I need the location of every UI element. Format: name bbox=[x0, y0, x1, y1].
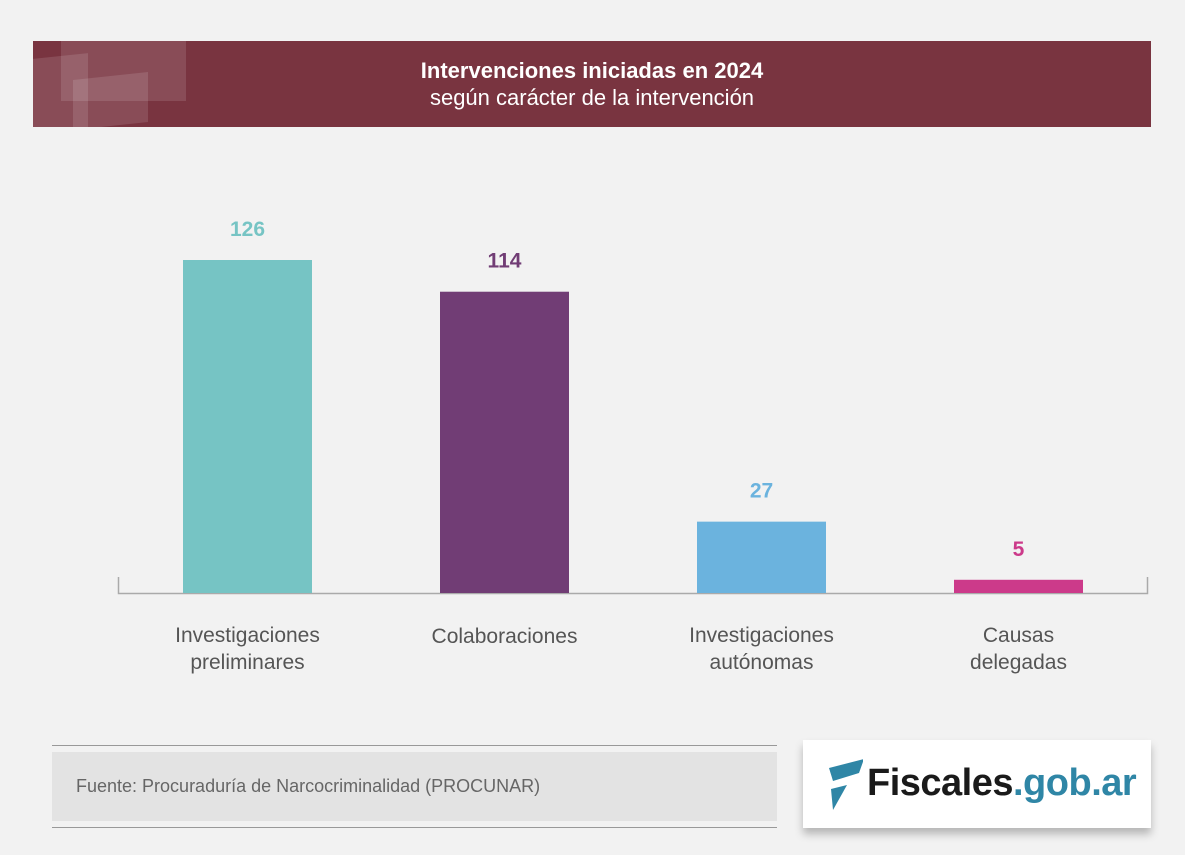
category-label: preliminares bbox=[190, 651, 304, 674]
fiscales-logo: Fiscales.gob.ar bbox=[803, 740, 1151, 828]
bar bbox=[440, 291, 569, 593]
bar-chart: 126 Investigaciones preliminares 114 Colabor… bbox=[117, 218, 1149, 674]
data-label: 5 bbox=[1013, 538, 1025, 561]
bar bbox=[183, 260, 312, 593]
bar bbox=[697, 521, 826, 593]
source-text: Fuente: Procuraduría de Narcocriminalida… bbox=[52, 752, 777, 821]
category-label: Investigaciones bbox=[175, 624, 320, 647]
category-label: Colaboraciones bbox=[432, 625, 578, 648]
logo-name: Fiscales bbox=[867, 762, 1014, 804]
header-decoration bbox=[61, 41, 186, 101]
category-label: autónomas bbox=[710, 651, 814, 674]
source-box: Fuente: Procuraduría de Narcocriminalida… bbox=[52, 745, 777, 828]
data-label: 126 bbox=[230, 218, 265, 241]
logo-flag-icon bbox=[829, 759, 863, 810]
category-label: delegadas bbox=[970, 651, 1067, 674]
data-label: 27 bbox=[750, 480, 773, 503]
chart-subtitle: según carácter de la intervención bbox=[429, 85, 755, 110]
x-axis bbox=[117, 577, 1149, 595]
chart-header: Intervenciones iniciadas en 2024 según c… bbox=[33, 41, 1151, 127]
bar bbox=[954, 579, 1083, 593]
category-label: Investigaciones bbox=[689, 624, 834, 647]
category-label: Causas bbox=[983, 624, 1054, 647]
data-label: 114 bbox=[488, 250, 522, 273]
logo-domain: .gob.ar bbox=[1013, 762, 1137, 804]
chart-title: Intervenciones iniciadas en 2024 bbox=[420, 58, 764, 83]
